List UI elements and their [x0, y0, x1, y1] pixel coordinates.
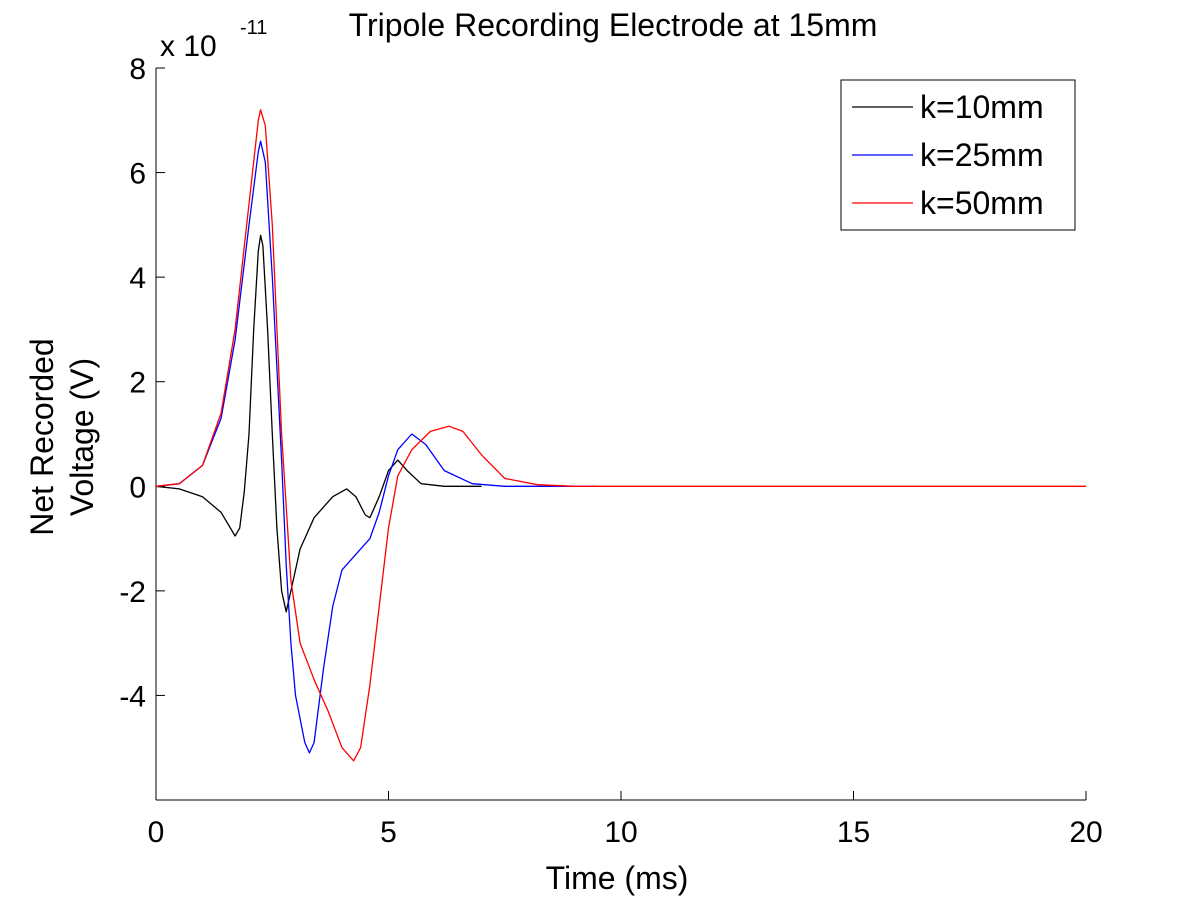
legend: k=10mm k=25mm k=50mm — [840, 79, 1076, 231]
x-tick-label: 20 — [1069, 816, 1102, 849]
series-line-1 — [155, 234, 482, 613]
y-axis-ticks: -4 -2 0 2 4 6 8 — [119, 53, 165, 713]
legend-label: k=50mm — [920, 185, 1044, 221]
chart-title: Tripole Recording Electrode at 15mm — [349, 7, 878, 43]
series-line-2 — [155, 140, 598, 754]
x-tick-label: 5 — [380, 816, 397, 849]
y-tick-label: 4 — [129, 262, 146, 295]
series-line-3 — [155, 109, 1086, 762]
x-axis-ticks: 0 5 10 15 20 — [148, 791, 1103, 849]
y-tick-label: 2 — [129, 367, 146, 400]
x-tick-label: 0 — [148, 816, 165, 849]
series-layer — [155, 109, 1086, 762]
legend-label: k=25mm — [920, 137, 1044, 173]
y-axis-label-line-2: Voltage (V) — [64, 358, 100, 516]
x-axis-label: Time (ms) — [546, 860, 689, 896]
y-tick-label: 6 — [129, 158, 146, 191]
y-tick-label: -4 — [119, 680, 146, 713]
y-tick-label: 0 — [129, 471, 146, 504]
y-exponent-power: -11 — [240, 17, 267, 39]
x-tick-label: 10 — [604, 816, 637, 849]
y-axis-label-line-1: Net Recorded — [24, 338, 60, 535]
y-tick-label: 8 — [129, 53, 146, 86]
y-exponent-base: x 10 — [160, 30, 217, 63]
x-tick-label: 15 — [837, 816, 870, 849]
legend-label: k=10mm — [920, 89, 1044, 125]
y-tick-label: -2 — [119, 576, 146, 609]
